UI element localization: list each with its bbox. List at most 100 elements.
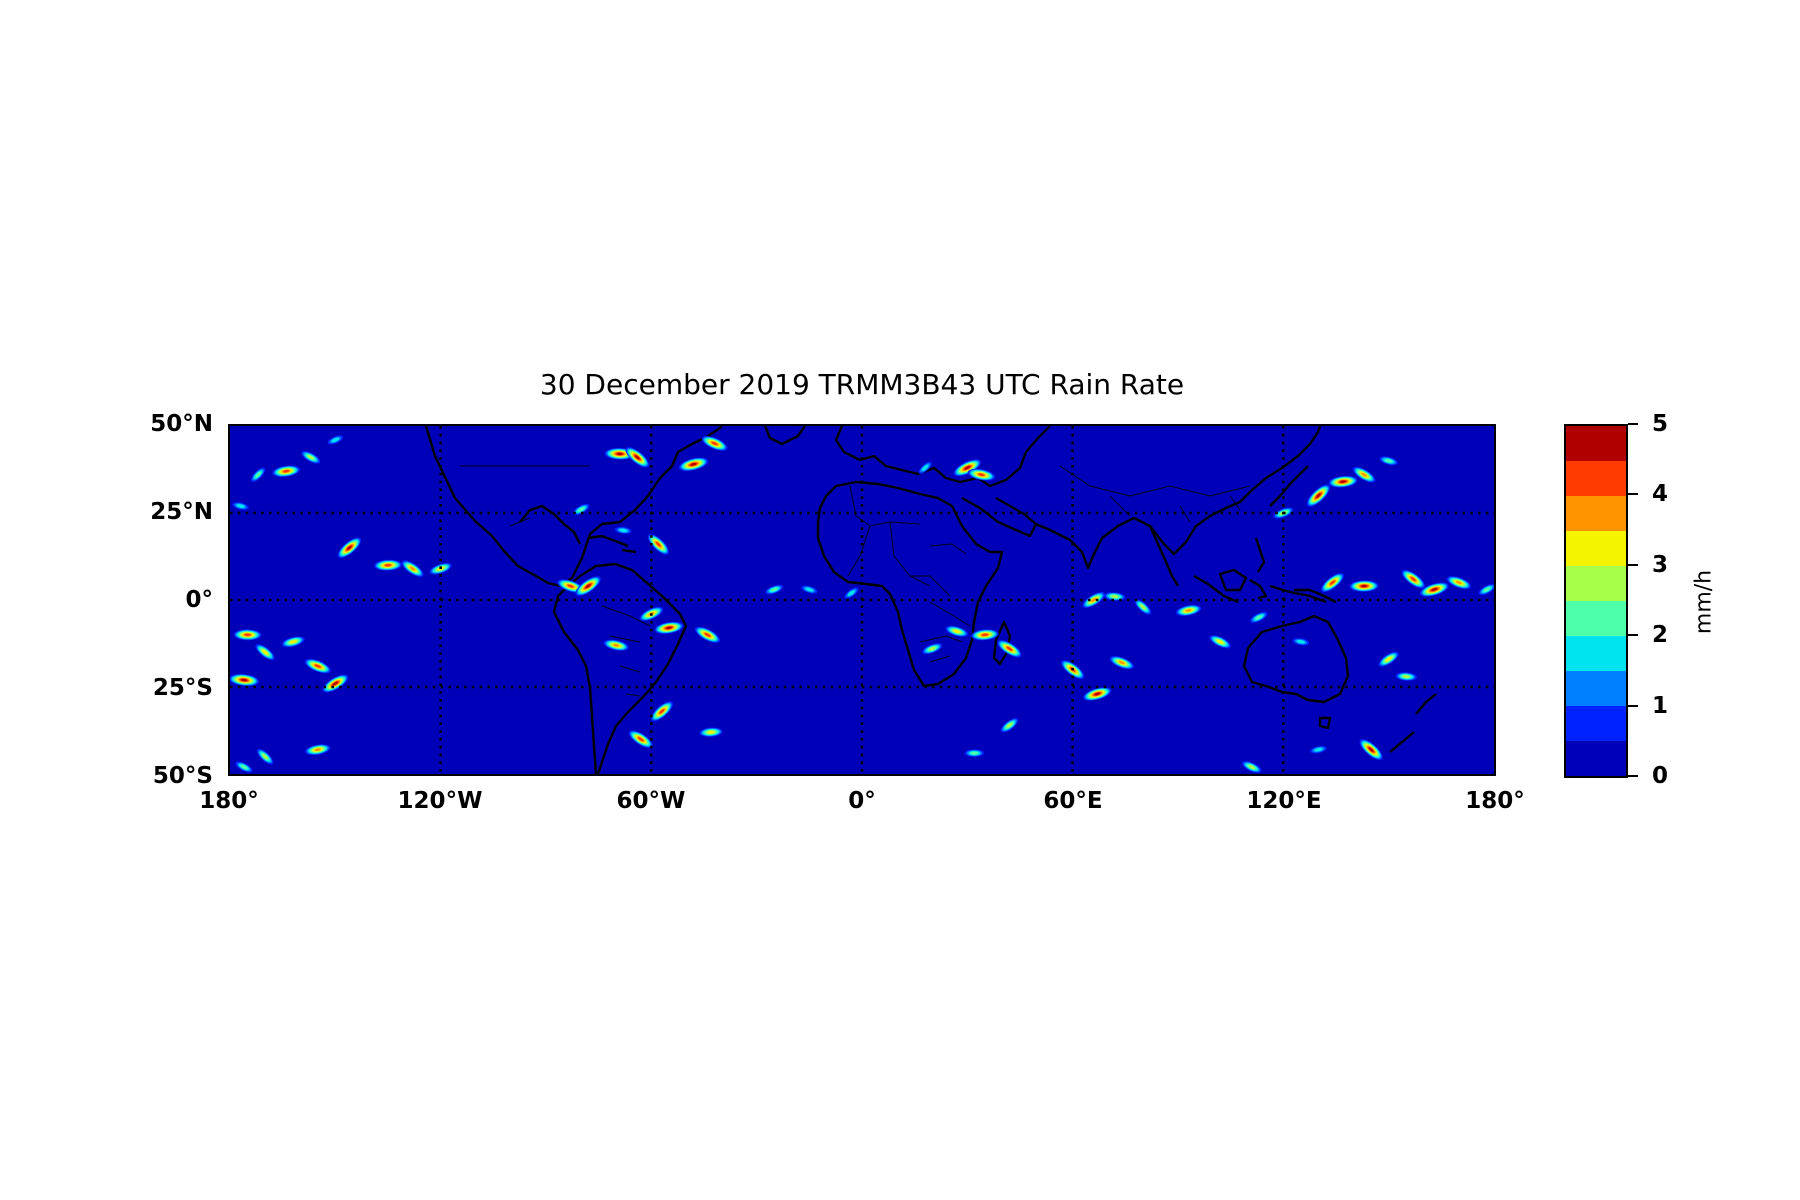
rain-cell-contour xyxy=(619,528,628,533)
rain-cell xyxy=(1379,456,1398,466)
lat-tick-label: 25°S xyxy=(152,675,213,701)
rain-cell-contour xyxy=(1296,639,1306,644)
rain-cell-contour xyxy=(331,437,340,443)
rain-cell-contour xyxy=(1483,587,1491,592)
rain-cell-contour xyxy=(1111,595,1119,598)
rain-cell-contour xyxy=(970,751,979,755)
asia-outline xyxy=(1035,426,1322,570)
rain-cell xyxy=(1328,475,1358,488)
rain-cell-contour xyxy=(978,473,985,477)
tasmania-outline xyxy=(1318,716,1332,730)
colorbar-unit-label: mm/h xyxy=(1691,569,1717,635)
rain-cell-contour xyxy=(1314,747,1323,752)
rain-cell xyxy=(678,457,709,471)
colorbar-tick xyxy=(1628,563,1638,566)
rain-cell-contour xyxy=(332,681,338,686)
rain-cell xyxy=(230,674,259,687)
colorbar-tick-label: 5 xyxy=(1652,411,1669,437)
map-canvas xyxy=(230,426,1494,774)
lon-tick-label: 180° xyxy=(1465,788,1525,814)
rain-cell-contour xyxy=(1361,472,1367,477)
rain-cell xyxy=(694,626,721,643)
rain-cell-contour xyxy=(666,626,672,630)
colorbar-segment xyxy=(1566,741,1626,776)
rain-cell xyxy=(272,465,300,477)
rain-cell-contour xyxy=(1140,604,1146,610)
colorbar-segment xyxy=(1566,461,1626,496)
country-borders xyxy=(460,465,1251,697)
rain-cell-contour xyxy=(655,542,661,547)
rain-cell xyxy=(765,584,784,595)
rain-cell xyxy=(1359,739,1383,761)
rain-cell xyxy=(997,640,1022,658)
lat-tick-label: 50°S xyxy=(152,763,213,789)
rain-cell xyxy=(844,587,859,599)
colorbar-tick-label: 1 xyxy=(1652,692,1669,719)
rain-cell xyxy=(1310,745,1327,754)
rain-cell-contour xyxy=(921,464,929,471)
rain-cell xyxy=(1306,484,1331,507)
rain-cell-contour xyxy=(244,633,251,637)
rain-cell-contour xyxy=(1090,598,1097,602)
rain-cell xyxy=(1134,599,1152,615)
rain-cell xyxy=(305,744,331,756)
rain-cell xyxy=(628,730,653,749)
rain-cell xyxy=(557,579,584,593)
rain-cell-contour xyxy=(1094,692,1101,696)
indonesia-outline xyxy=(1193,568,1327,604)
rain-cell-contour xyxy=(1361,584,1368,588)
rain-cell-contour xyxy=(1006,722,1013,728)
rain-cell-contour xyxy=(690,462,697,466)
rain-cell xyxy=(1175,604,1202,616)
rain-cell xyxy=(1209,635,1231,649)
rain-rate-field xyxy=(230,435,1494,773)
rain-cell-contour xyxy=(577,507,585,512)
lon-tick-label: 60°W xyxy=(616,788,686,814)
philippines-outline xyxy=(1254,537,1266,573)
rain-cell xyxy=(1321,573,1344,593)
rain-cell xyxy=(1000,718,1019,733)
colorbar-tick xyxy=(1628,775,1638,777)
rain-cell-contour xyxy=(634,455,640,460)
rain-cell xyxy=(401,560,424,577)
rain-cell xyxy=(1349,580,1379,592)
rain-cell-contour xyxy=(585,584,591,589)
rain-cell-contour xyxy=(1340,480,1346,483)
colorbar-tick-label: 3 xyxy=(1652,551,1669,578)
rain-cell-contour xyxy=(289,640,297,644)
rain-cell xyxy=(337,537,362,559)
rain-cell xyxy=(1419,582,1449,597)
north-america-outline xyxy=(424,426,723,588)
rain-cell xyxy=(1292,638,1310,646)
rain-cell xyxy=(945,625,969,637)
rain-cell-contour xyxy=(805,587,814,592)
rain-cell xyxy=(1352,466,1376,483)
rain-cell xyxy=(1401,569,1425,589)
lat-tick-label: 0° xyxy=(185,587,213,613)
rain-cell xyxy=(701,436,728,451)
colorbar-segment xyxy=(1566,636,1626,671)
madagascar-outline xyxy=(992,620,1012,666)
rain-rate-map xyxy=(228,424,1496,776)
africa-outline xyxy=(816,480,1004,688)
rain-cell-contour xyxy=(711,441,718,446)
rain-cell xyxy=(233,629,262,641)
rain-cell-contour xyxy=(262,649,268,655)
rain-cell-contour xyxy=(240,764,248,770)
rain-cell-contour xyxy=(704,633,711,637)
rain-cell xyxy=(647,533,670,555)
rain-cell xyxy=(281,636,305,648)
rain-cell-contour xyxy=(1118,661,1125,665)
rain-cell-contour xyxy=(1385,657,1392,662)
rain-cell-contour xyxy=(384,563,392,567)
japan-outline xyxy=(1269,465,1309,507)
rain-cell xyxy=(1109,656,1134,670)
rain-cell xyxy=(1082,592,1105,608)
rain-cell xyxy=(374,559,402,571)
rain-cell-contour xyxy=(1431,588,1438,591)
rain-cell-contour xyxy=(236,504,245,508)
south-america-outline xyxy=(552,562,688,774)
rain-cell xyxy=(1250,611,1268,623)
coastlines xyxy=(424,426,1437,774)
rain-cell xyxy=(232,502,249,510)
